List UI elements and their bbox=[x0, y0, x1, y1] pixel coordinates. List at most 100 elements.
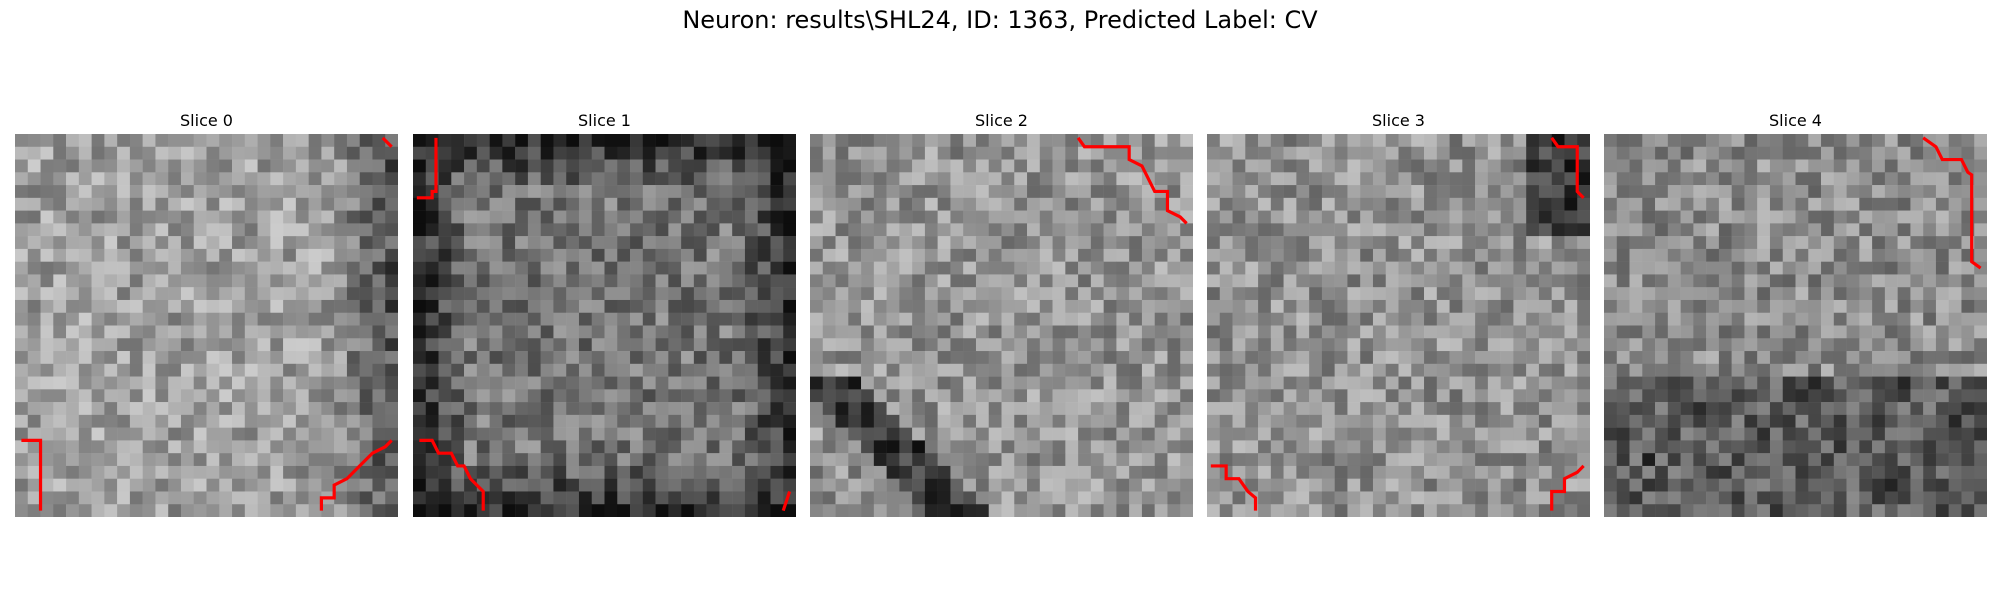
pixel bbox=[78, 185, 92, 199]
pixel bbox=[1245, 287, 1259, 301]
pixel bbox=[1347, 325, 1361, 339]
pixel bbox=[1360, 376, 1374, 390]
pixel bbox=[464, 146, 478, 160]
pixel bbox=[810, 134, 824, 148]
pixel bbox=[155, 402, 169, 416]
pixel bbox=[244, 287, 258, 301]
pixel bbox=[848, 197, 862, 211]
pixel bbox=[617, 363, 631, 377]
pixel bbox=[27, 453, 41, 467]
pixel bbox=[540, 338, 554, 352]
pixel bbox=[1731, 453, 1745, 467]
pixel bbox=[963, 299, 977, 313]
pixel bbox=[1782, 376, 1796, 390]
pixel bbox=[899, 185, 913, 199]
pixel bbox=[1935, 197, 1949, 211]
pixel bbox=[1487, 146, 1501, 160]
pixel bbox=[1974, 363, 1987, 377]
pixel bbox=[604, 465, 618, 479]
pixel bbox=[1884, 402, 1898, 416]
pixel bbox=[1731, 236, 1745, 250]
pixel bbox=[1859, 414, 1873, 428]
pixel bbox=[1757, 325, 1771, 339]
pixel bbox=[283, 478, 297, 492]
pixel bbox=[810, 325, 824, 339]
pixel bbox=[180, 427, 194, 441]
pixel bbox=[681, 172, 695, 186]
pixel bbox=[630, 299, 644, 313]
pixel bbox=[1398, 299, 1412, 313]
pixel bbox=[1462, 453, 1476, 467]
pixel bbox=[1833, 261, 1847, 275]
pixel bbox=[155, 299, 169, 313]
pixel bbox=[244, 465, 258, 479]
pixel bbox=[1424, 338, 1438, 352]
pixel bbox=[1180, 504, 1193, 517]
pixel bbox=[642, 223, 656, 237]
pixel bbox=[1232, 338, 1246, 352]
pixel bbox=[591, 465, 605, 479]
pixel bbox=[1538, 351, 1552, 365]
pixel bbox=[129, 159, 143, 173]
pixel bbox=[1604, 299, 1618, 313]
pixel bbox=[1258, 478, 1272, 492]
pixel bbox=[1283, 248, 1297, 262]
pixel bbox=[232, 453, 246, 467]
pixel bbox=[40, 427, 54, 441]
pixel bbox=[515, 223, 529, 237]
pixel bbox=[1655, 287, 1669, 301]
pixel bbox=[783, 261, 796, 275]
pixel bbox=[193, 210, 207, 224]
pixel bbox=[1436, 363, 1450, 377]
pixel bbox=[1808, 287, 1822, 301]
pixel bbox=[566, 197, 580, 211]
pixel bbox=[180, 402, 194, 416]
pixel bbox=[1642, 172, 1656, 186]
pixel bbox=[1655, 197, 1669, 211]
pixel bbox=[937, 504, 951, 517]
pixel bbox=[515, 134, 529, 148]
pixel bbox=[1141, 363, 1155, 377]
pixel bbox=[1258, 491, 1272, 505]
pixel bbox=[515, 491, 529, 505]
pixel bbox=[988, 299, 1002, 313]
pixel bbox=[706, 223, 720, 237]
pixel bbox=[693, 338, 707, 352]
pixel bbox=[617, 236, 631, 250]
pixel bbox=[744, 299, 758, 313]
pixel bbox=[1961, 402, 1975, 416]
pixel bbox=[822, 223, 836, 237]
pixel bbox=[232, 414, 246, 428]
pixel bbox=[757, 338, 771, 352]
pixel bbox=[1910, 248, 1924, 262]
pixel bbox=[308, 248, 322, 262]
pixel bbox=[1207, 299, 1221, 313]
pixel bbox=[757, 185, 771, 199]
pixel bbox=[40, 491, 54, 505]
pixel bbox=[655, 159, 669, 173]
pixel bbox=[719, 312, 733, 326]
pixel bbox=[1500, 210, 1514, 224]
pixel bbox=[1642, 210, 1656, 224]
pixel bbox=[476, 351, 490, 365]
pixel bbox=[1629, 185, 1643, 199]
pixel bbox=[1884, 210, 1898, 224]
pixel bbox=[270, 491, 284, 505]
pixel bbox=[502, 389, 516, 403]
pixel bbox=[1129, 287, 1143, 301]
pixel bbox=[732, 351, 746, 365]
pixel bbox=[464, 274, 478, 288]
pixel bbox=[1538, 210, 1552, 224]
pixel bbox=[1141, 351, 1155, 365]
pixel bbox=[873, 274, 887, 288]
pixel bbox=[1833, 210, 1847, 224]
pixel bbox=[413, 453, 427, 467]
pixel bbox=[78, 172, 92, 186]
pixel bbox=[1475, 236, 1489, 250]
pixel bbox=[464, 185, 478, 199]
pixel bbox=[886, 465, 900, 479]
pixel bbox=[1411, 402, 1425, 416]
pixel bbox=[578, 274, 592, 288]
pixel bbox=[1475, 389, 1489, 403]
pixel bbox=[1935, 274, 1949, 288]
